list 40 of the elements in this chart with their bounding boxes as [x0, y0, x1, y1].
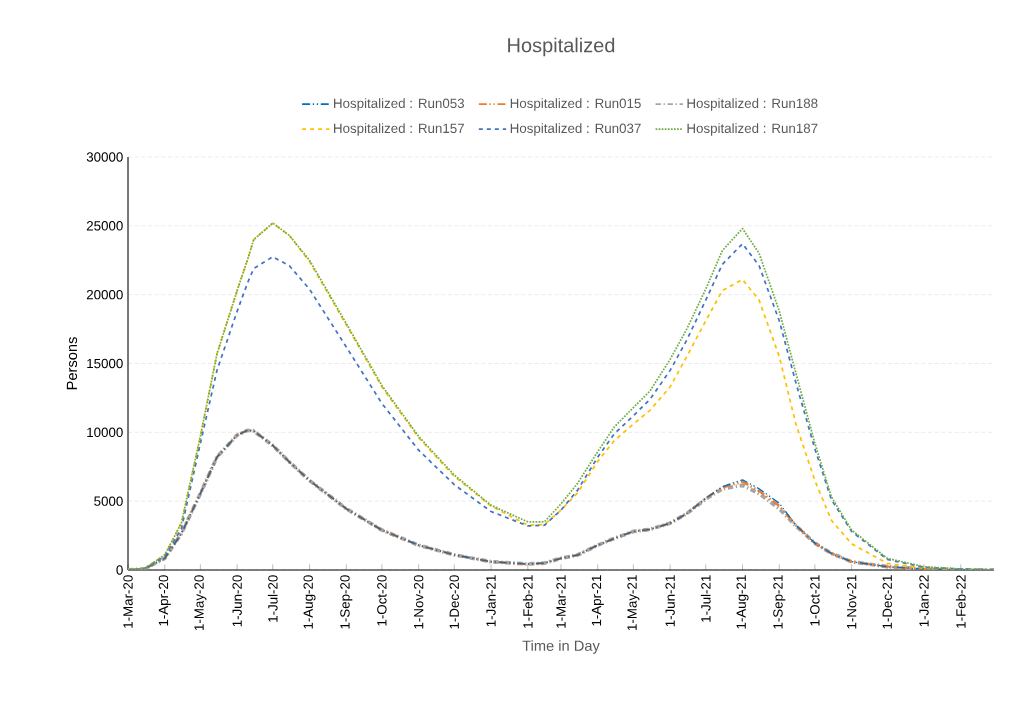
- legend-label: Hospitalized : Run053: [334, 98, 465, 111]
- legend-label: Hospitalized : Run037: [510, 123, 641, 136]
- y-tick-label: 15000: [87, 358, 123, 369]
- x-tick-label: 1-Mar-20: [123, 575, 133, 628]
- chart-title: Hospitalized: [508, 37, 615, 57]
- x-tick-label: 1-Nov-20: [413, 575, 424, 629]
- x-tick-label: 1-May-21: [627, 575, 640, 630]
- x-tick-label: 1-Jul-20: [267, 575, 278, 622]
- x-axis-title: Time in Day: [522, 640, 600, 654]
- y-tick-label: 30000: [86, 152, 123, 162]
- x-tick-label: 1-Jan-21: [486, 575, 496, 627]
- legend-label: Hospitalized : Run157: [334, 123, 464, 136]
- x-tick-label: 1-Mar-21: [556, 575, 566, 628]
- x-tick-label: 1-Jul-21: [700, 575, 711, 622]
- x-tick-label: 1-Sep-20: [340, 575, 353, 629]
- y-tick-label: 10000: [87, 427, 123, 438]
- legend-label: Hospitalized : Run015: [510, 98, 641, 111]
- x-tick-label: 1-May-20: [194, 575, 207, 630]
- x-tick-label: 1-Dec-21: [882, 575, 892, 629]
- x-tick-label: 1-Aug-20: [303, 575, 316, 629]
- y-axis-title: Persons: [66, 337, 78, 390]
- x-tick-label: 1-Feb-22: [955, 575, 966, 628]
- y-tick-label: 5000: [94, 496, 123, 506]
- x-tick-label: 1-Jun-20: [232, 575, 242, 627]
- x-tick-label: 1-Apr-21: [591, 575, 604, 626]
- x-tick-label: 1-Jan-22: [919, 575, 929, 627]
- x-tick-label: 1-Dec-20: [449, 575, 459, 629]
- y-tick-label: 20000: [86, 289, 123, 300]
- legend-label: Hospitalized : Run188: [687, 98, 818, 111]
- x-tick-label: 1-Oct-21: [810, 575, 820, 626]
- y-tick-label: 0: [116, 565, 123, 575]
- x-tick-label: 1-Aug-21: [736, 575, 749, 629]
- x-tick-label: 1-Apr-20: [158, 575, 171, 626]
- x-tick-label: 1-Nov-21: [846, 575, 857, 629]
- x-tick-label: 1-Jun-21: [665, 575, 675, 627]
- x-tick-label: 1-Feb-21: [522, 575, 533, 628]
- x-tick-label: 1-Sep-21: [773, 575, 786, 629]
- y-tick-label: 25000: [86, 221, 123, 231]
- x-tick-label: 1-Oct-20: [377, 575, 387, 626]
- legend-label: Hospitalized : Run187: [687, 123, 818, 136]
